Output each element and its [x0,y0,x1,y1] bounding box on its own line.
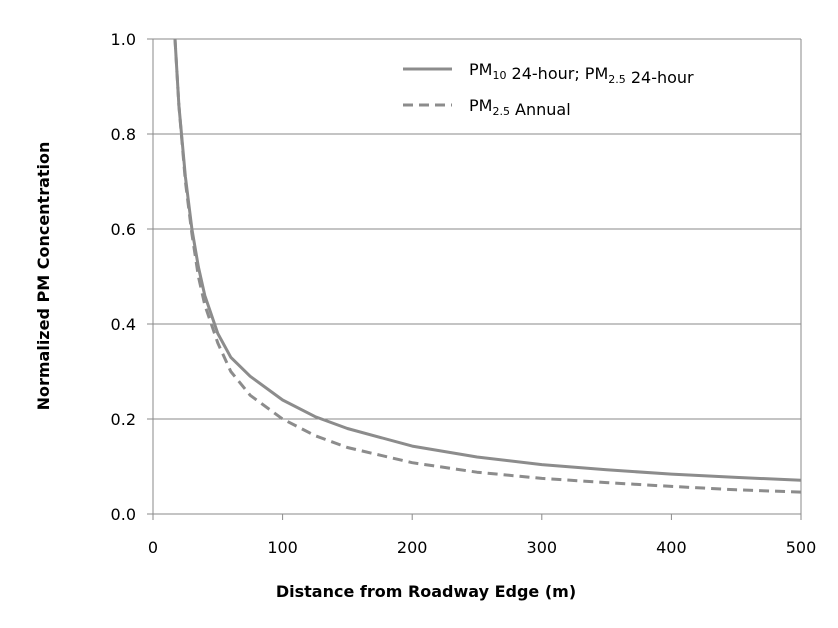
y-tick-label: 0.6 [111,220,136,239]
series-lines [173,38,802,494]
legend: PM10 24-hour; PM2.5 24-hour PM2.5 Annual [403,60,694,119]
x-axis-title: Distance from Roadway Edge (m) [276,582,576,601]
y-tick-label: 0.8 [111,125,136,144]
legend-label: PM10 24-hour; PM2.5 24-hour [469,60,694,87]
series-line-pm25-annual [173,38,802,494]
x-tick-label: 400 [656,538,687,557]
x-tick-label: 300 [527,538,558,557]
x-tick-label: 0 [148,538,158,557]
legend-label: PM2.5 Annual [469,96,571,119]
x-tick-label: 200 [397,538,428,557]
y-tick-label: 0.2 [111,410,136,429]
y-tick-label: 0.4 [111,315,136,334]
x-tick-label: 500 [786,538,817,557]
y-axis-title: Normalized PM Concentration [34,142,53,411]
axes: 0.0 0.2 0.4 0.6 0.8 1.0 0 100 200 300 400 500 [111,30,817,557]
y-tick-label: 1.0 [111,30,136,49]
x-tick-label: 100 [267,538,298,557]
gridlines [153,38,801,420]
y-tick-label: 0.0 [111,505,136,524]
series-line-pm10-pm25-24hour [173,38,802,482]
